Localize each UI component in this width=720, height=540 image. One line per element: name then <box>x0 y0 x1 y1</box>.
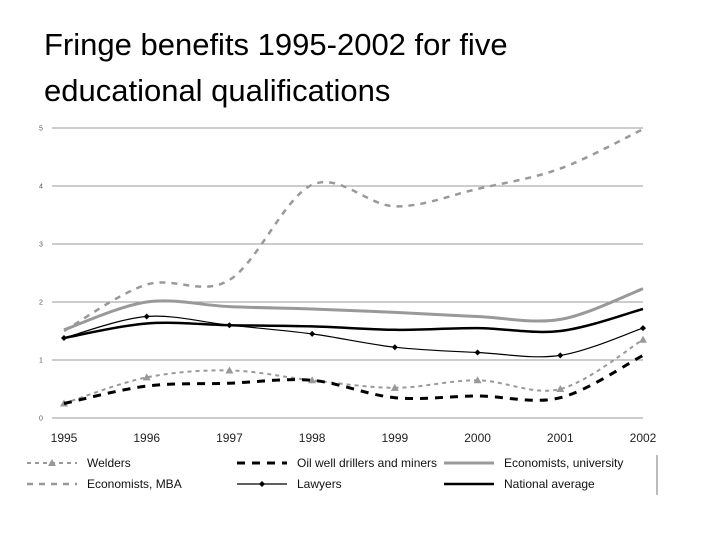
series-welders <box>60 335 647 407</box>
data-point <box>390 383 399 391</box>
y-axis-ticks: 0 1 2 3 4 5 <box>39 126 43 423</box>
chart-gridlines <box>52 127 643 419</box>
legend-item-welders: Welders <box>27 456 131 470</box>
legend-label: Economists, MBA <box>87 477 182 491</box>
y-tick-label: 5 <box>39 126 43 133</box>
y-tick-label: 1 <box>39 358 43 365</box>
series-economists-mba <box>63 128 644 333</box>
series-line <box>63 307 644 340</box>
x-tick-label: 2001 <box>547 431 574 445</box>
x-tick-label: 2002 <box>630 431 657 445</box>
x-tick-label: 1998 <box>299 431 326 445</box>
slide-title: Fringe benefits 1995-2002 for five educa… <box>44 22 684 114</box>
series-line <box>63 128 644 333</box>
legend-item-lawyers: Lawyers <box>237 477 342 491</box>
x-tick-label: 1997 <box>216 431 243 445</box>
series-line <box>63 315 644 358</box>
legend-item-national-average: National average <box>444 477 595 491</box>
legend-item-economists-mba: Economists, MBA <box>27 477 182 491</box>
data-point <box>142 373 151 381</box>
y-tick-label: 2 <box>39 300 43 307</box>
legend-label: Oil well drillers and miners <box>297 456 437 470</box>
legend-marker <box>48 459 56 466</box>
data-point <box>391 344 398 351</box>
data-point <box>143 313 150 320</box>
data-point <box>640 325 646 332</box>
data-point <box>309 330 316 337</box>
x-tick-label: 2000 <box>464 431 491 445</box>
data-point <box>556 385 565 392</box>
legend-item-oil-well-drillers-and-miners: Oil well drillers and miners <box>237 456 437 470</box>
slide-title-line-2: educational qualifications <box>44 73 391 108</box>
series-national-average <box>63 307 644 340</box>
chart-legend: Welders Oil well drillers and miners Econo… <box>27 455 658 495</box>
x-tick-label: 1995 <box>51 431 78 445</box>
x-tick-label: 1996 <box>133 431 160 445</box>
data-point <box>639 335 647 343</box>
data-point <box>225 366 234 374</box>
y-tick-label: 0 <box>39 416 43 423</box>
chart-series <box>60 128 647 407</box>
series-oil-well-drillers-and-miners <box>63 354 644 405</box>
legend-label: Lawyers <box>297 477 342 491</box>
series-line <box>63 287 644 332</box>
slide-title-line-1: Fringe benefits 1995-2002 for five <box>44 27 508 62</box>
series-lawyers <box>61 313 646 359</box>
series-line <box>63 354 644 405</box>
legend-label: Economists, university <box>504 456 623 470</box>
series-line <box>63 338 644 405</box>
series-economists-university <box>63 287 644 332</box>
x-axis-ticks: 1995 1996 1997 1998 1999 2000 2001 2002 <box>51 431 657 445</box>
y-tick-label: 3 <box>39 242 43 249</box>
legend-label: Welders <box>87 456 131 470</box>
y-tick-label: 4 <box>39 184 43 191</box>
data-point <box>474 349 481 356</box>
legend-item-economists-university: Economists, university <box>444 456 623 470</box>
x-tick-label: 1999 <box>382 431 409 445</box>
data-point <box>308 376 317 384</box>
data-point <box>473 376 482 384</box>
data-point <box>557 352 564 359</box>
legend-label: National average <box>504 477 595 491</box>
legend-marker <box>259 481 265 487</box>
